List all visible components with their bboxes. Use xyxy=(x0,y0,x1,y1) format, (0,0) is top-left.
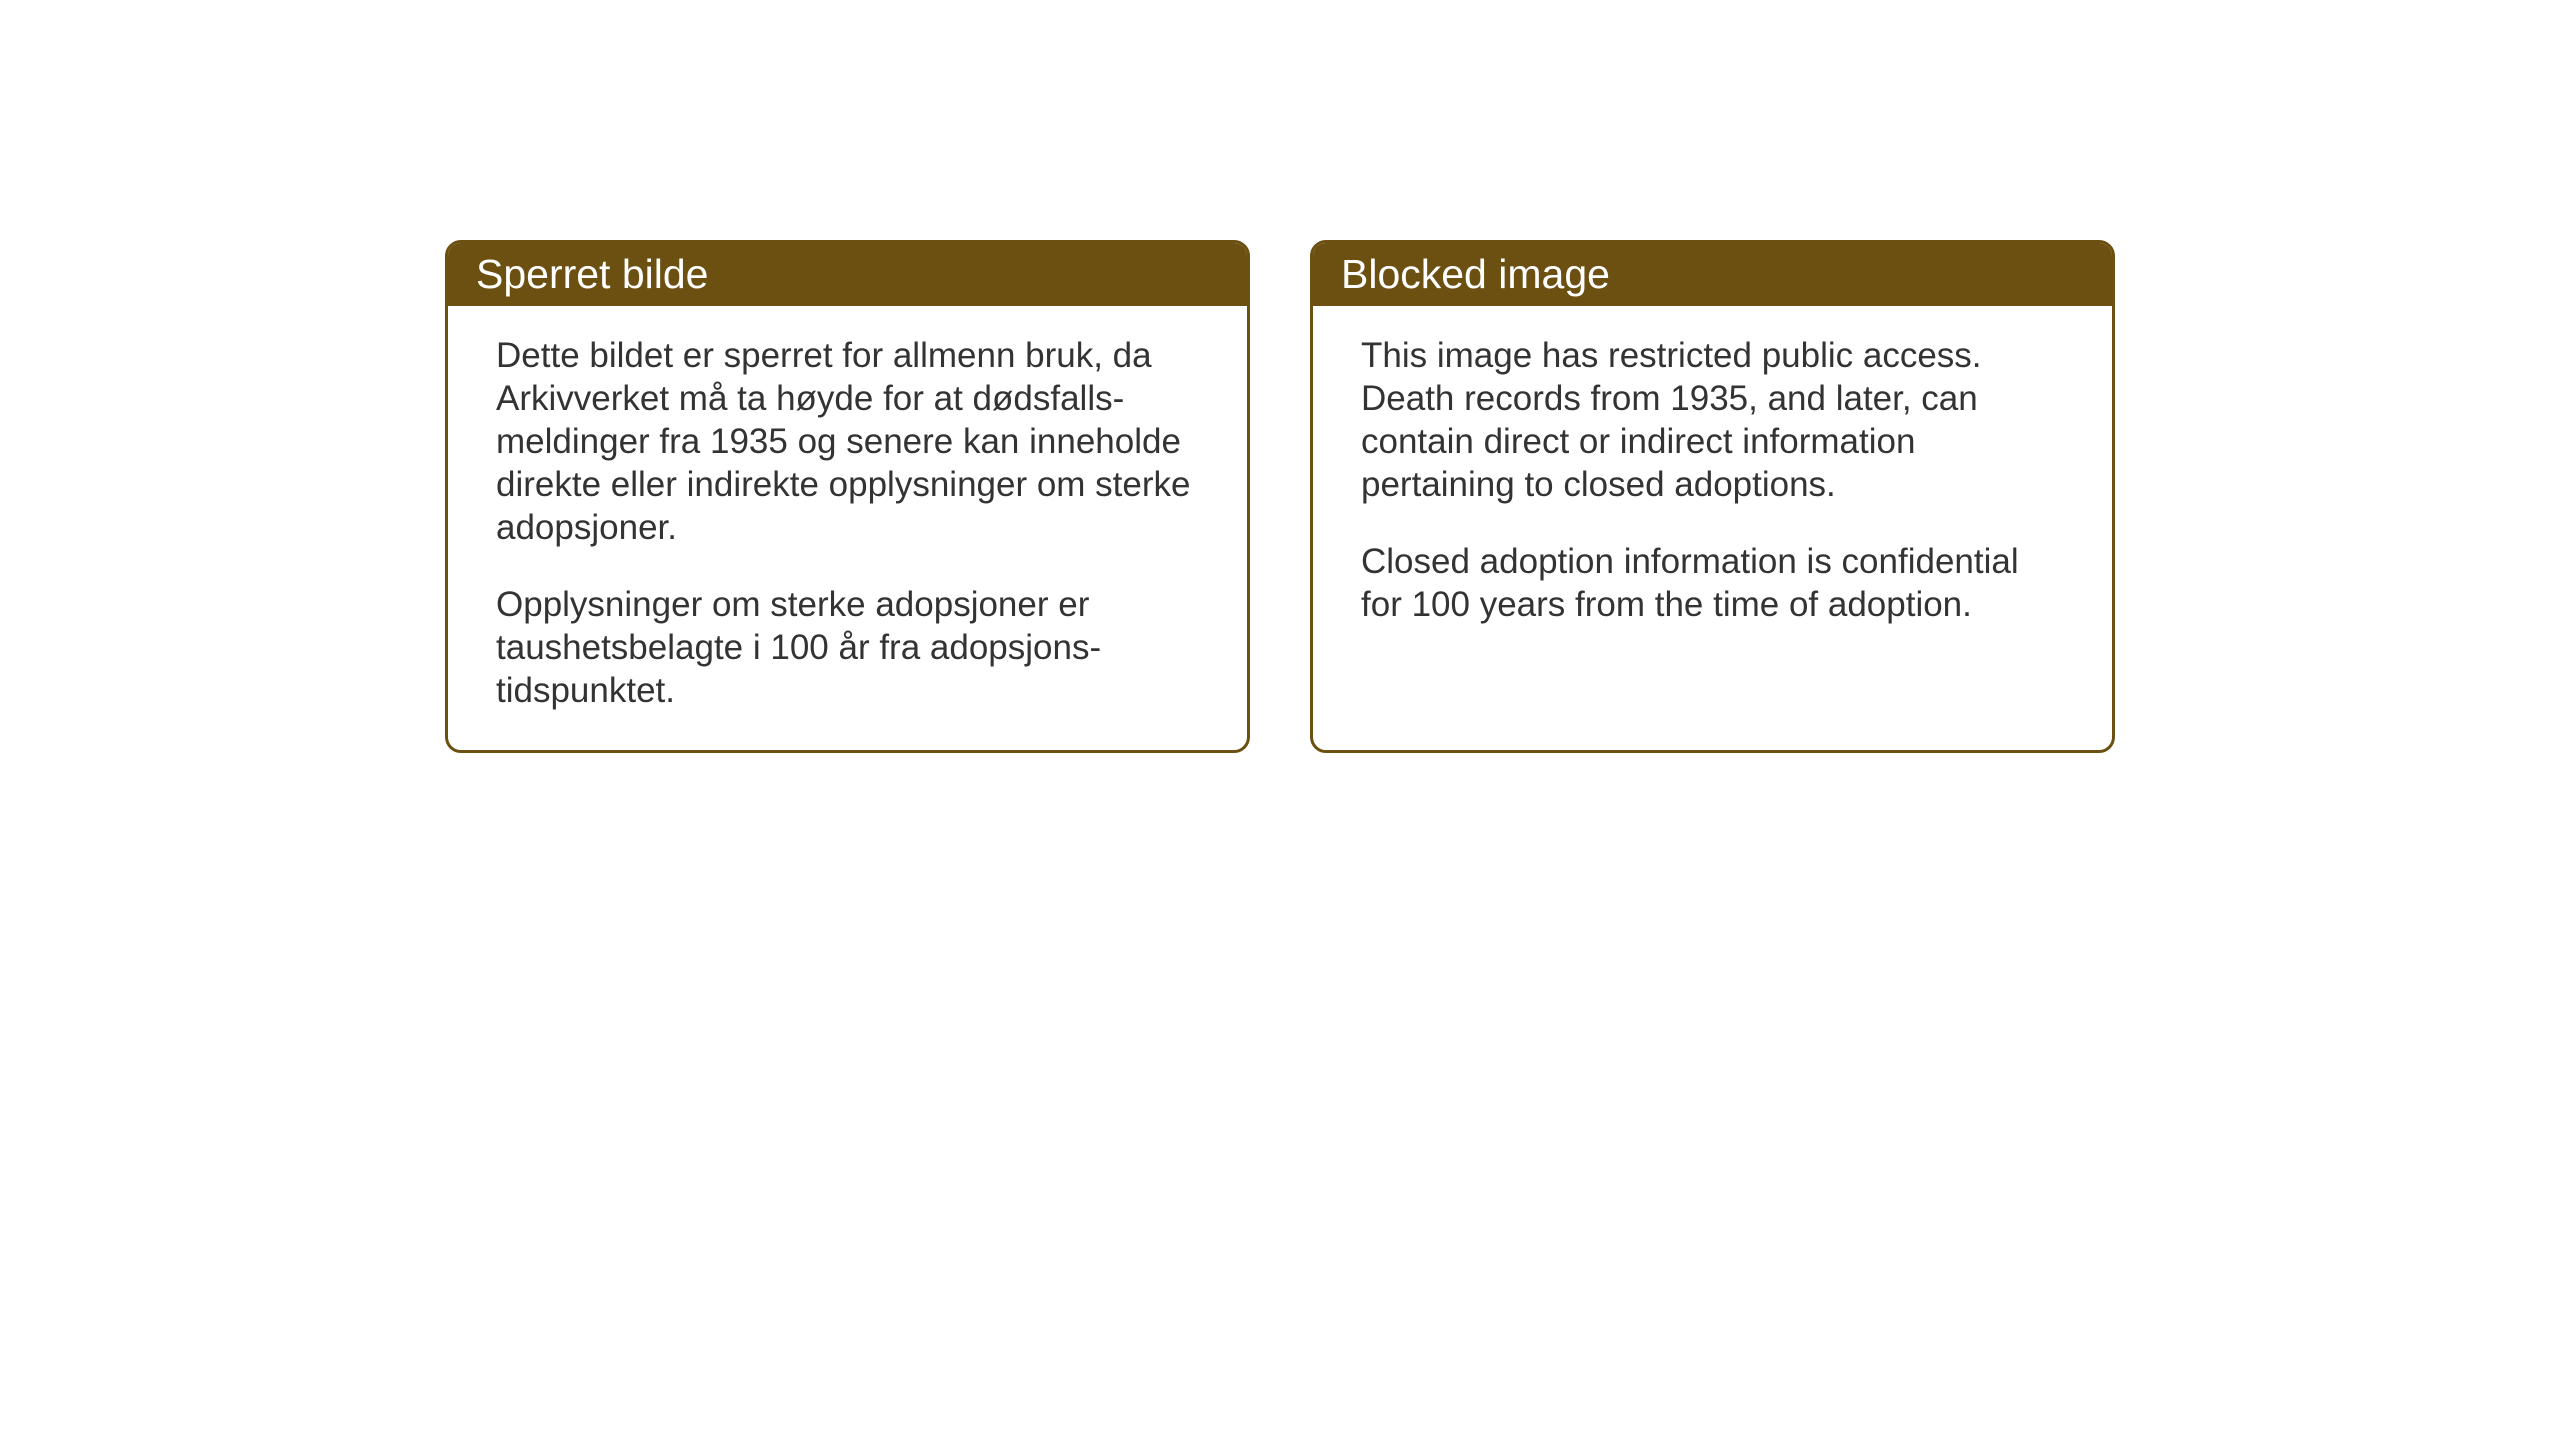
notice-paragraph: Opplysninger om sterke adopsjoner er tau… xyxy=(496,583,1199,712)
notice-body-english: This image has restricted public access.… xyxy=(1313,306,2112,664)
notice-paragraph: Closed adoption information is confident… xyxy=(1361,540,2064,626)
notice-paragraph: This image has restricted public access.… xyxy=(1361,334,2064,506)
notice-box-english: Blocked image This image has restricted … xyxy=(1310,240,2115,753)
notice-box-norwegian: Sperret bilde Dette bildet er sperret fo… xyxy=(445,240,1250,753)
notice-body-norwegian: Dette bildet er sperret for allmenn bruk… xyxy=(448,306,1247,750)
notice-paragraph: Dette bildet er sperret for allmenn bruk… xyxy=(496,334,1199,549)
notice-container: Sperret bilde Dette bildet er sperret fo… xyxy=(445,240,2115,753)
notice-header-english: Blocked image xyxy=(1313,243,2112,306)
notice-header-norwegian: Sperret bilde xyxy=(448,243,1247,306)
